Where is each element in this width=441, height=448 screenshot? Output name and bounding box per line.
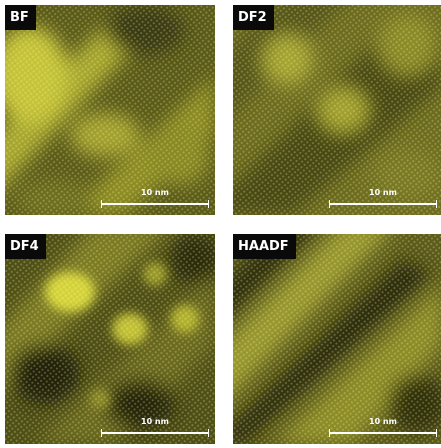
scale-bar: 10 nm (101, 417, 209, 437)
scale-bar: 10 nm (329, 188, 437, 208)
df4-micrograph (5, 234, 215, 444)
panel-label: BF (5, 5, 36, 30)
scale-bar-line (101, 200, 209, 208)
haadf-image-panel: HAADF 10 nm (233, 234, 441, 444)
panel-label: DF4 (5, 234, 46, 259)
scale-bar-line (329, 200, 437, 208)
panel-label: HAADF (233, 234, 296, 259)
df4-image-panel: DF4 10 nm (5, 234, 215, 444)
scale-bar-label: 10 nm (369, 188, 397, 197)
haadf-micrograph (233, 234, 441, 444)
df2-micrograph (233, 5, 441, 215)
scale-bar-label: 10 nm (141, 417, 169, 426)
bf-image-panel: BF 10 nm (5, 5, 215, 215)
scale-bar-label: 10 nm (369, 417, 397, 426)
df2-image-panel: DF2 10 nm (233, 5, 441, 215)
bf-micrograph (5, 5, 215, 215)
scale-bar: 10 nm (101, 188, 209, 208)
scale-bar: 10 nm (329, 417, 437, 437)
panel-label: DF2 (233, 5, 274, 30)
scale-bar-label: 10 nm (141, 188, 169, 197)
scale-bar-line (329, 429, 437, 437)
scale-bar-line (101, 429, 209, 437)
